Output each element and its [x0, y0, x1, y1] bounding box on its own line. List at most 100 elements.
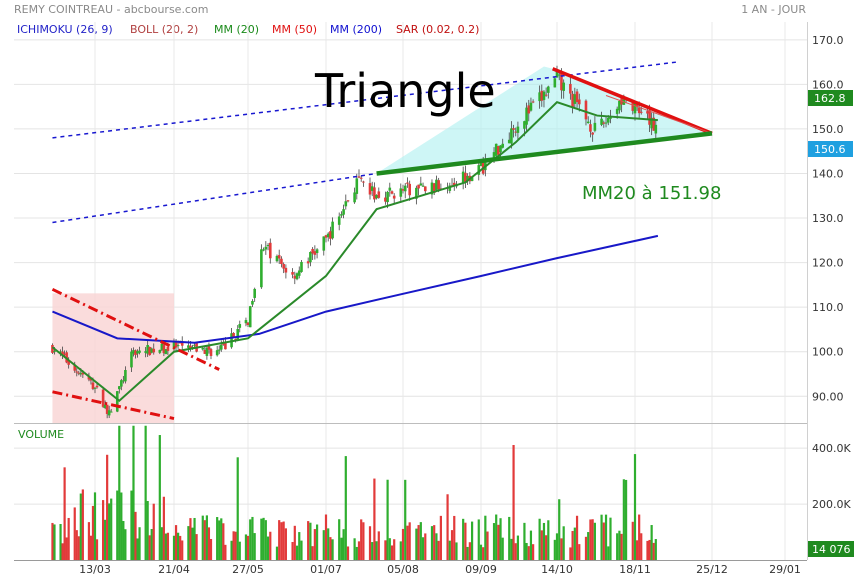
time-tick-label: 27/05	[232, 563, 264, 576]
ma200-line	[52, 234, 659, 344]
candle-body	[600, 118, 603, 125]
candle-body	[531, 101, 535, 103]
volume-bar	[555, 533, 559, 560]
volume-bar	[238, 541, 241, 560]
volume-bar	[106, 454, 109, 560]
volume-bar	[309, 522, 312, 560]
candle-body	[132, 350, 135, 354]
time-tick-label: 29/01	[769, 563, 801, 576]
volume-bar	[479, 544, 483, 560]
candle-body	[609, 116, 612, 119]
volume-bar	[433, 525, 436, 560]
volume-bar	[495, 514, 498, 560]
volume-bar	[230, 540, 233, 560]
price-tick-label: 140.0	[812, 167, 844, 180]
volume-bar	[160, 527, 163, 560]
candle-body	[646, 111, 649, 114]
candle-body	[430, 182, 434, 195]
volume-bar	[355, 546, 358, 560]
candle-body	[219, 344, 223, 350]
candle-body	[203, 349, 207, 354]
candle-body	[174, 342, 178, 348]
volume-bar	[181, 540, 184, 560]
candle-body	[346, 200, 350, 202]
triangle-resistance-line	[551, 67, 713, 136]
candle-body	[344, 201, 348, 207]
volume-bar	[607, 546, 610, 560]
candle-body	[95, 385, 99, 388]
volume-bar	[220, 518, 223, 560]
volume-bar	[195, 534, 198, 560]
volume-bar	[120, 492, 123, 560]
candle-body	[53, 351, 56, 353]
candle-body	[494, 143, 498, 156]
candle-body	[189, 345, 192, 349]
volume-bar	[497, 524, 500, 560]
high-marker-badge	[808, 90, 853, 106]
volume-bar	[540, 530, 543, 560]
volume-bar	[150, 529, 153, 560]
volume-bar	[357, 541, 361, 560]
period-label: 1 AN - JOUR	[741, 3, 806, 16]
candle-body	[399, 188, 403, 197]
volume-bar	[124, 529, 127, 560]
volume-bar	[134, 511, 137, 560]
volume-bar	[209, 538, 213, 560]
candle-body	[322, 236, 326, 251]
candle-body	[122, 380, 125, 382]
candle-body	[652, 117, 656, 131]
volume-bar	[558, 499, 561, 560]
candle-body	[329, 231, 332, 239]
volume-bar	[236, 457, 239, 560]
volume-bar	[344, 456, 347, 560]
volume-bar	[61, 543, 64, 560]
volume-bar	[455, 542, 458, 560]
candle-body	[514, 131, 518, 133]
candle-body	[464, 172, 467, 183]
volume-bar	[179, 535, 182, 560]
volume-bar	[189, 518, 192, 560]
candle-body	[224, 342, 227, 350]
candle-body	[650, 118, 653, 129]
volume-bar	[453, 515, 456, 560]
high-marker-label: 162.8	[814, 92, 846, 105]
volume-bar	[246, 535, 250, 560]
candle-body	[337, 216, 341, 225]
candle-body	[162, 345, 166, 354]
volume-bar	[501, 537, 504, 560]
volume-bar	[67, 517, 70, 560]
price-tick-label: 130.0	[812, 212, 844, 225]
candle-body	[295, 273, 299, 280]
volume-bar	[138, 527, 141, 560]
candle-body	[421, 185, 425, 187]
volume-bar	[307, 521, 310, 560]
volume-label: VOLUME	[18, 428, 64, 441]
candle-body	[244, 320, 248, 324]
volume-bar	[609, 517, 612, 560]
candle-body	[275, 255, 279, 262]
candle-body	[146, 345, 149, 354]
instrument-title: REMY COINTREAU - abcbourse.com	[14, 3, 208, 16]
candle-body	[499, 145, 502, 153]
candle-body	[232, 332, 235, 337]
volume-bar	[527, 546, 530, 560]
candle-body	[512, 128, 515, 130]
price-tick-label: 110.0	[812, 301, 844, 314]
volume-bar	[446, 494, 449, 560]
volume-bar	[362, 522, 365, 560]
candle-body	[248, 306, 252, 328]
candle-body	[401, 189, 405, 191]
candle-body	[262, 249, 265, 251]
candle-body	[631, 100, 635, 111]
volume-bar	[73, 507, 76, 560]
volume-bar	[377, 531, 380, 560]
volume-bar	[203, 520, 206, 560]
candle-body	[633, 102, 637, 114]
volume-bar	[635, 540, 639, 560]
volume-bar	[53, 524, 56, 560]
volume-bar	[604, 514, 608, 560]
volume-bar	[468, 542, 471, 560]
candle-body	[544, 94, 548, 96]
volume-bar	[177, 532, 180, 560]
